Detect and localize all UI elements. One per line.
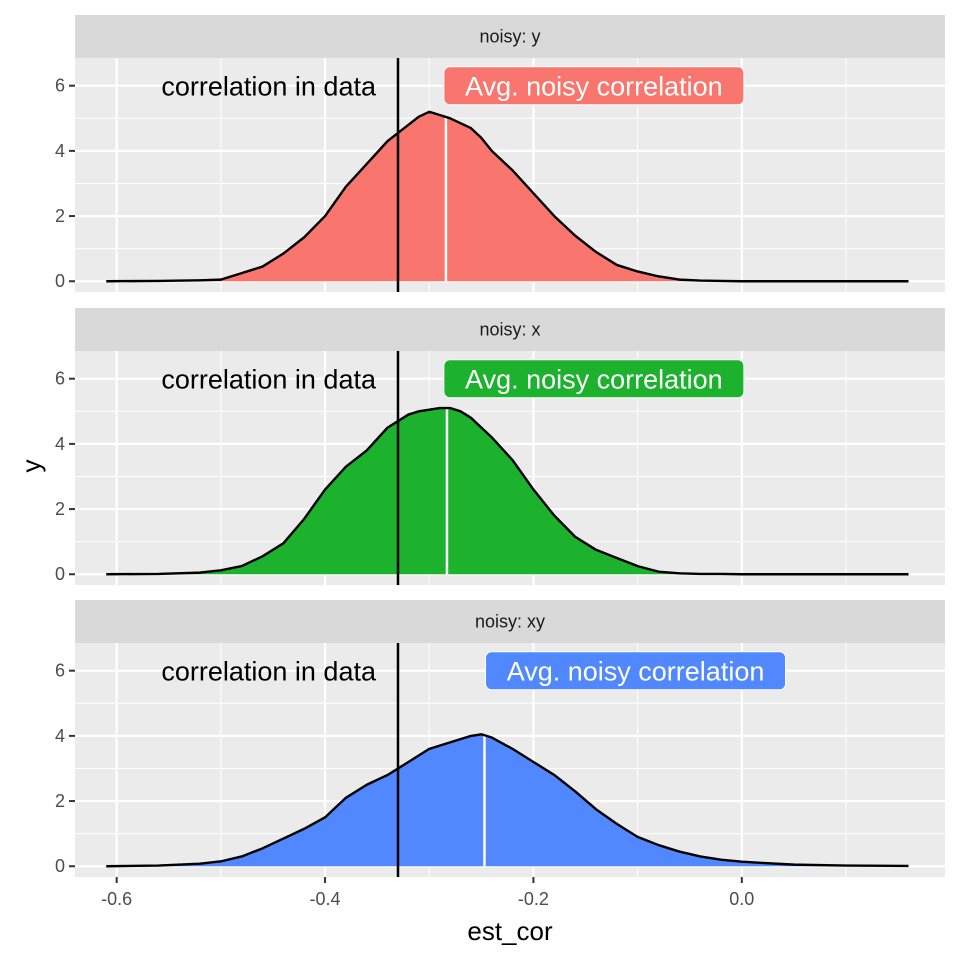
x-tick-label: -0.4 (310, 889, 341, 909)
y-tick-label: 2 (55, 499, 65, 519)
mean-label: Avg. noisy correlation (507, 657, 765, 687)
y-tick-label: 6 (55, 369, 65, 389)
x-tick-label: 0.0 (729, 889, 754, 909)
x-tick-label: -0.2 (518, 889, 549, 909)
density-outline (106, 733, 909, 868)
facet-strip (75, 15, 945, 58)
y-axis-title: y (16, 460, 46, 473)
y-tick-label: 2 (55, 791, 65, 811)
density-outline (106, 406, 909, 576)
y-tick-label: 0 (55, 564, 65, 584)
facet-strip-label: noisy: xy (475, 612, 545, 632)
facet-panels: noisy: y 0 2 4 6 correlation in data Avg. nois… (55, 15, 945, 877)
density-area (106, 734, 909, 867)
mean-label-box (443, 66, 745, 106)
facet-strip (75, 600, 945, 643)
y-tick-label: 6 (55, 76, 65, 96)
y-tick-label: 6 (55, 661, 65, 681)
y-tick-label: 4 (55, 141, 65, 161)
y-tick-label: 4 (55, 434, 65, 454)
y-tick-label: 0 (55, 271, 65, 291)
reference-annotation: correlation in data (161, 365, 377, 395)
mean-label: Avg. noisy correlation (465, 72, 723, 102)
facet-panel: noisy: x 0 2 4 6 correlation in data Avg. nois… (55, 308, 945, 585)
mean-label-box (443, 359, 745, 399)
facet-strip-label: noisy: x (479, 320, 540, 340)
facet-panel: noisy: y 0 2 4 6 correlation in data Avg. nois… (55, 15, 945, 292)
x-tick-label: -0.6 (101, 889, 132, 909)
y-tick-label: 4 (55, 726, 65, 746)
x-axis-title: est_cor (467, 916, 553, 946)
reference-annotation: correlation in data (161, 72, 377, 102)
density-area (106, 111, 909, 282)
reference-annotation: correlation in data (161, 657, 377, 687)
x-axis: -0.6 -0.4 -0.2 0.0 (101, 877, 754, 909)
y-tick-label: 0 (55, 856, 65, 876)
facet-strip-label: noisy: y (479, 27, 540, 47)
density-area (106, 408, 909, 575)
density-outline (106, 110, 909, 283)
y-tick-label: 2 (55, 206, 65, 226)
facet-strip (75, 308, 945, 351)
mean-label-box (485, 651, 787, 691)
facet-panel: noisy: xy 0 2 4 6 correlation in data Avg. noi… (55, 600, 945, 877)
mean-label: Avg. noisy correlation (465, 365, 723, 395)
